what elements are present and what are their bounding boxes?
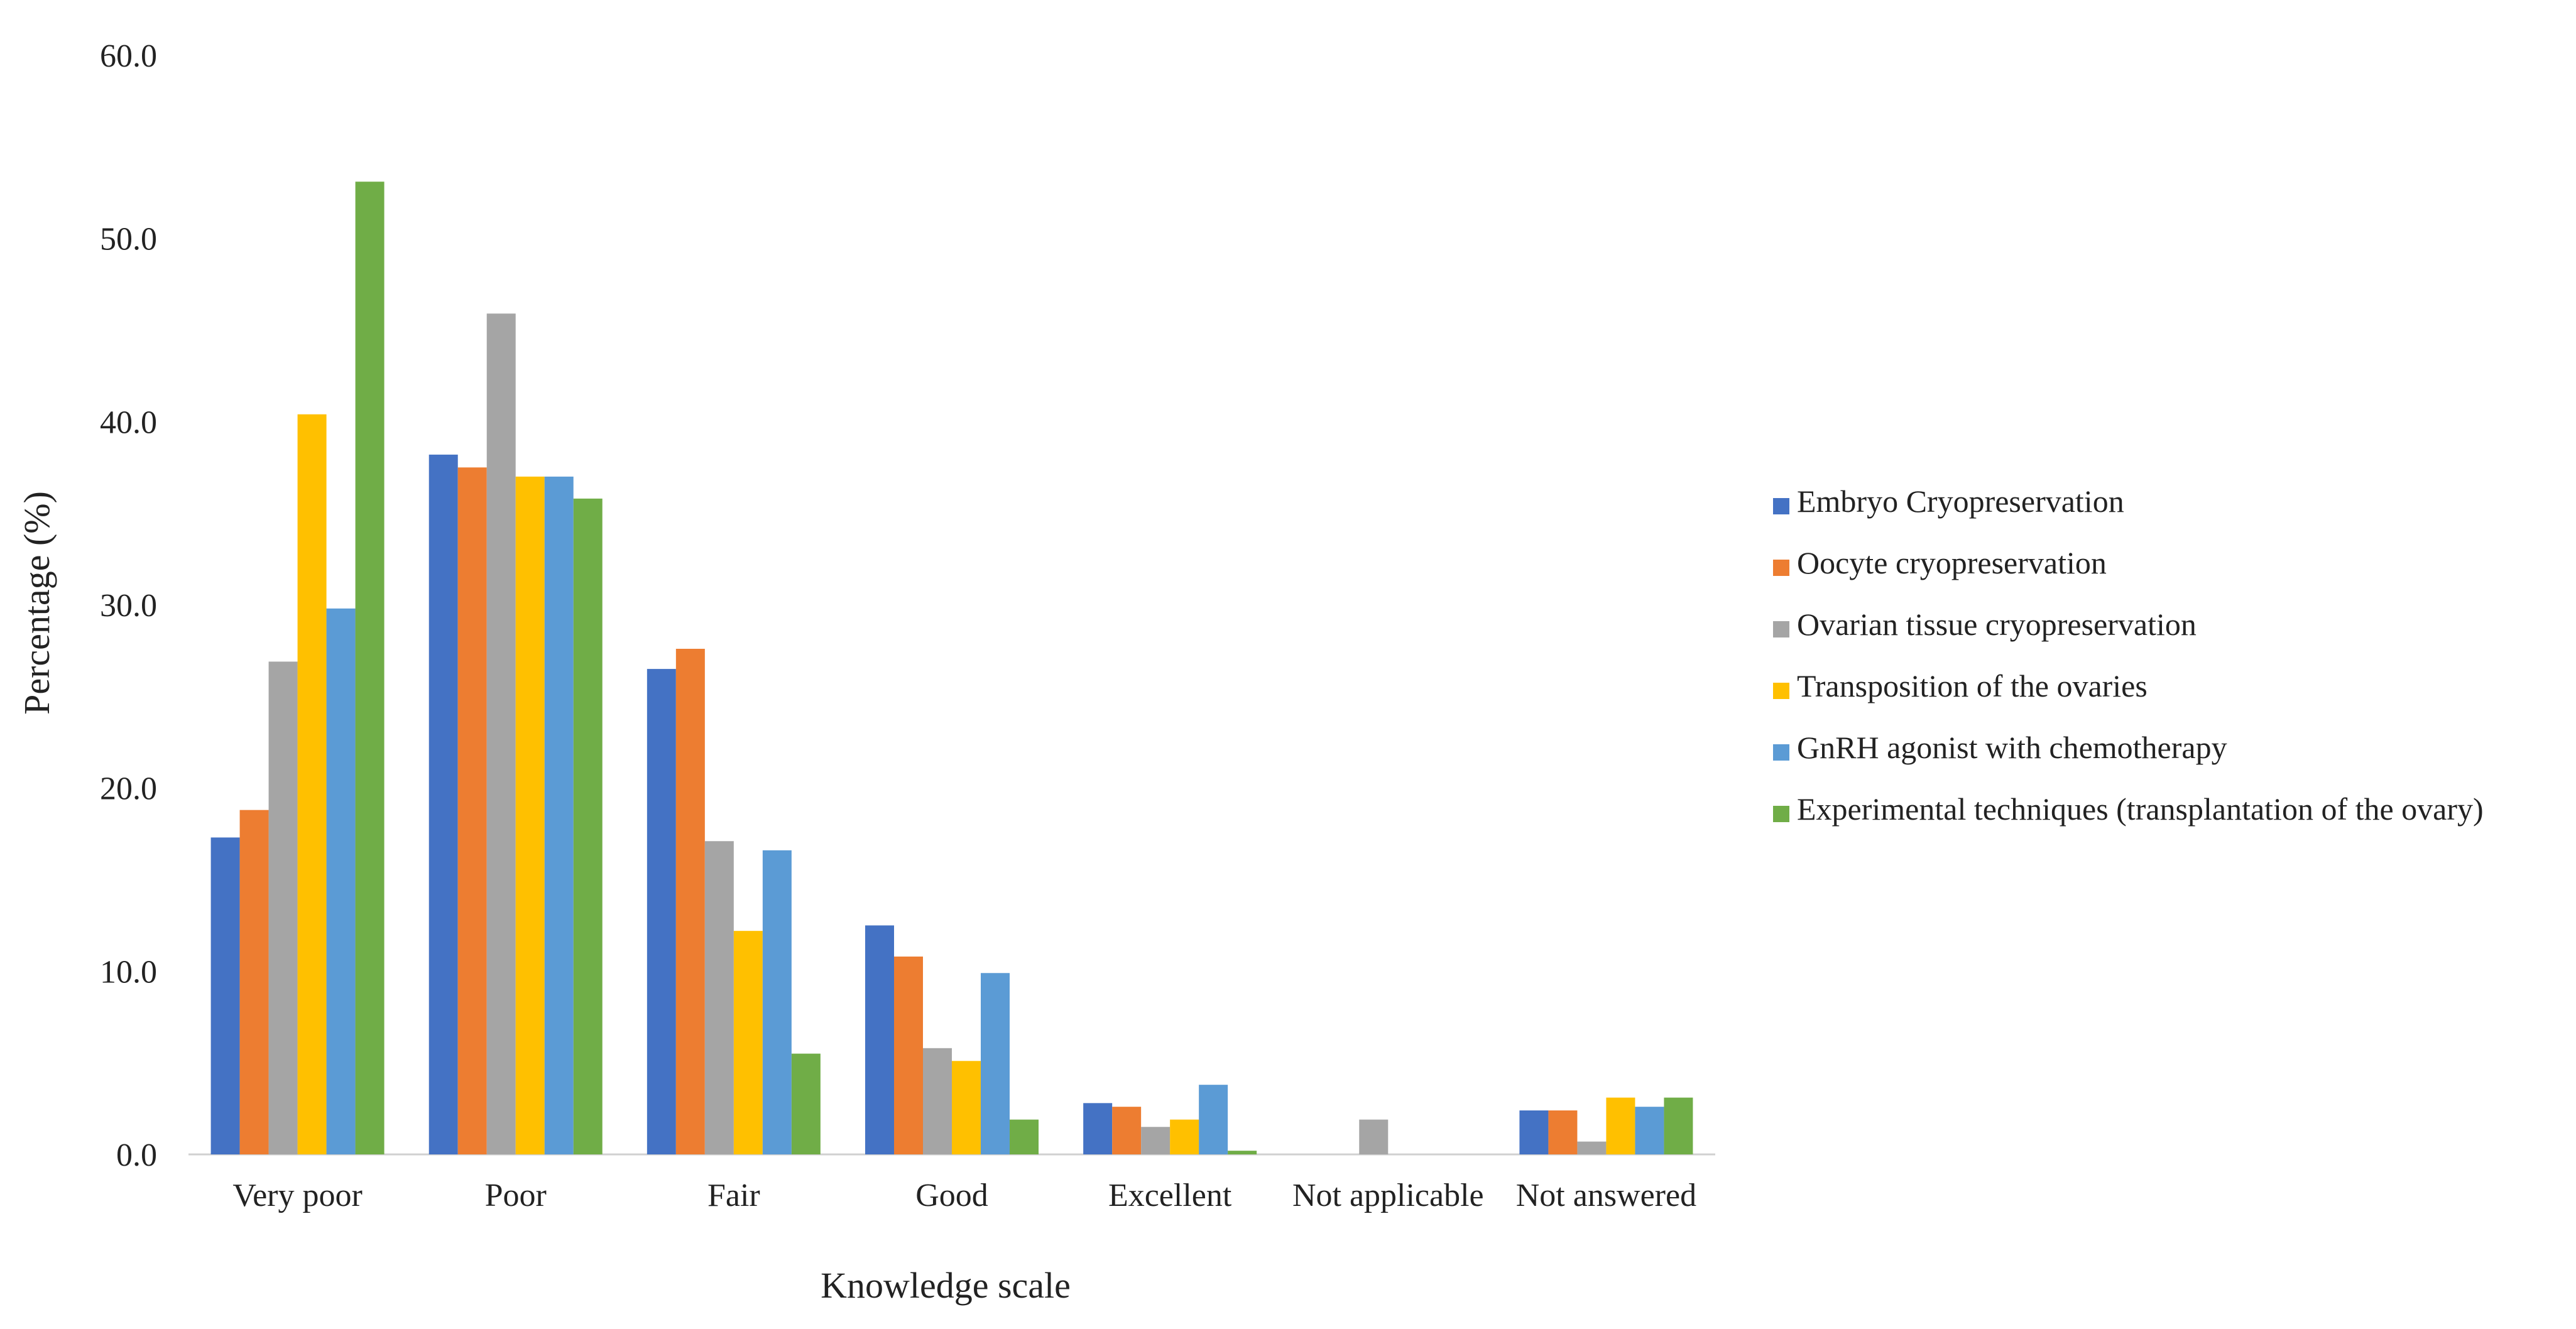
bar: [981, 973, 1010, 1154]
legend-swatch: [1773, 683, 1789, 699]
bar: [486, 313, 516, 1154]
bar: [675, 649, 705, 1154]
bar: [1635, 1107, 1664, 1154]
y-tick-label: 60.0: [100, 38, 157, 74]
x-tick-label: Good: [915, 1178, 988, 1213]
bar: [1199, 1085, 1228, 1154]
bar: [1141, 1127, 1171, 1154]
bar: [268, 661, 298, 1154]
y-tick-label: 40.0: [100, 404, 157, 440]
legend-swatch: [1773, 498, 1789, 514]
bar: [1170, 1119, 1199, 1154]
bar: [1112, 1107, 1142, 1154]
x-tick-label: Very poor: [232, 1178, 363, 1213]
bar: [457, 467, 487, 1154]
bar: [865, 925, 894, 1154]
bar: [791, 1053, 821, 1154]
bar: [923, 1048, 952, 1154]
bar: [515, 476, 545, 1155]
bar: [894, 957, 923, 1154]
x-tick-label: Excellent: [1108, 1178, 1232, 1213]
bar: [573, 498, 603, 1155]
legend-swatch: [1773, 744, 1789, 761]
legend-label: Ovarian tissue cryopreservation: [1797, 607, 2197, 642]
bar: [1577, 1141, 1607, 1154]
bars: [210, 182, 1693, 1155]
bar: [297, 414, 327, 1154]
bar: [1359, 1119, 1389, 1154]
y-axis-ticks: 0.0 10.0 20.0 30.0 40.0 50.0 60.0: [100, 38, 157, 1173]
bar: [1519, 1110, 1549, 1154]
y-tick-label: 10.0: [100, 954, 157, 990]
legend-label: GnRH agonist with chemotherapy: [1797, 730, 2227, 765]
legend-label: Transposition of the ovaries: [1797, 668, 2148, 703]
bar: [239, 810, 269, 1154]
legend: Embryo Cryopreservation Oocyte cryopreser…: [1773, 484, 2484, 827]
legend-label: Oocyte cryopreservation: [1797, 545, 2107, 580]
legend-swatch: [1773, 621, 1789, 637]
y-tick-label: 20.0: [100, 771, 157, 807]
bar: [428, 454, 458, 1155]
x-tick-label: Poor: [485, 1178, 547, 1213]
bar: [544, 476, 574, 1155]
x-tick-label: Not answered: [1516, 1178, 1696, 1213]
y-axis-title: Percentage (%): [16, 491, 57, 715]
bar: [647, 669, 676, 1154]
bar: [704, 841, 734, 1154]
legend-swatch: [1773, 806, 1789, 822]
y-tick-label: 50.0: [100, 222, 157, 258]
x-tick-label: Fair: [707, 1178, 760, 1213]
bar: [1083, 1103, 1113, 1154]
bar: [210, 837, 240, 1154]
bar: [733, 931, 763, 1154]
y-tick-label: 30.0: [100, 588, 157, 624]
x-axis-title: Knowledge scale: [821, 1265, 1071, 1306]
bar: [762, 850, 792, 1154]
bar: [1010, 1119, 1039, 1154]
x-axis-categories: Very poor Poor Fair Good Excellent Not applic…: [232, 1178, 1696, 1213]
bar: [1664, 1097, 1693, 1154]
bar: [1228, 1151, 1257, 1154]
legend-label: Embryo Cryopreservation: [1797, 484, 2124, 519]
bar: [355, 182, 385, 1154]
y-tick-label: 0.0: [116, 1137, 157, 1173]
bar: [1606, 1097, 1635, 1154]
bar: [952, 1061, 981, 1154]
bar: [1548, 1110, 1578, 1154]
bar: [326, 608, 356, 1154]
x-tick-label: Not applicable: [1292, 1178, 1484, 1213]
legend-label: Experimental techniques (transplantation…: [1797, 791, 2484, 827]
legend-swatch: [1773, 560, 1789, 576]
